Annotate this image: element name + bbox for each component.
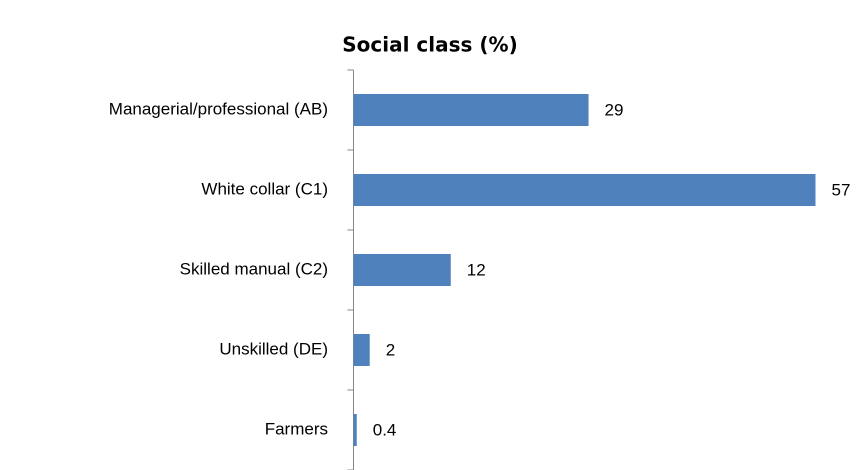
bar [353,174,816,206]
data-label: 29 [605,100,624,119]
chart-title: Social class (%) [342,33,517,57]
y-tick-label: Managerial/professional (AB) [109,99,328,118]
bar [353,254,451,286]
y-tick-label: Skilled manual (C2) [180,259,328,278]
data-label: 12 [467,260,486,279]
bar [353,94,589,126]
data-label: 57 [832,180,851,199]
y-tick-label: Unskilled (DE) [219,339,328,358]
data-label: 0.4 [373,420,397,439]
y-tick-label: White collar (C1) [201,179,328,198]
y-tick-label: Farmers [265,419,328,438]
bar [353,414,357,446]
bar [353,334,370,366]
data-label: 2 [386,340,395,359]
